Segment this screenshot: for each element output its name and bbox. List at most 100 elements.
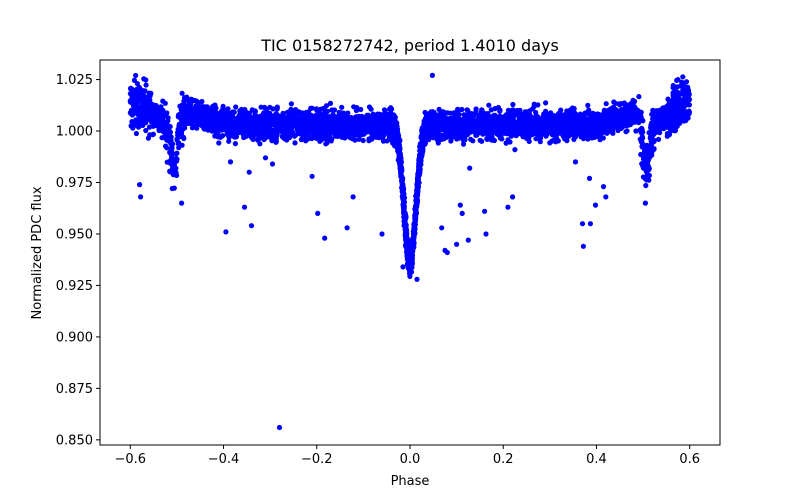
data-point bbox=[683, 117, 689, 124]
data-point bbox=[459, 106, 465, 113]
data-point bbox=[129, 96, 135, 102]
data-point bbox=[505, 107, 511, 113]
data-point bbox=[288, 101, 294, 107]
data-point bbox=[368, 129, 374, 135]
data-point bbox=[175, 132, 181, 138]
data-point bbox=[435, 140, 441, 146]
data-point bbox=[329, 123, 335, 130]
data-point bbox=[188, 106, 194, 113]
data-point bbox=[364, 128, 370, 134]
data-points bbox=[127, 72, 693, 431]
data-point bbox=[191, 114, 197, 120]
data-point bbox=[617, 118, 624, 125]
data-point bbox=[503, 118, 510, 125]
data-point bbox=[380, 138, 387, 144]
data-point bbox=[328, 114, 334, 120]
data-point bbox=[492, 106, 498, 112]
data-point bbox=[362, 119, 368, 125]
data-point bbox=[299, 127, 305, 134]
data-point bbox=[294, 127, 301, 133]
data-point bbox=[308, 114, 314, 120]
data-point bbox=[530, 130, 536, 136]
data-point bbox=[167, 129, 173, 136]
data-point bbox=[444, 122, 450, 128]
data-point bbox=[484, 129, 491, 135]
data-point bbox=[210, 115, 216, 121]
data-point bbox=[356, 116, 362, 122]
data-point bbox=[232, 141, 238, 147]
data-point bbox=[344, 130, 350, 137]
data-point bbox=[304, 123, 310, 129]
data-point bbox=[674, 116, 680, 122]
data-point bbox=[680, 86, 686, 92]
data-point bbox=[380, 112, 386, 118]
data-point bbox=[461, 112, 467, 118]
data-point bbox=[568, 131, 574, 138]
data-point bbox=[668, 104, 674, 110]
data-point bbox=[543, 100, 549, 106]
data-point bbox=[317, 132, 323, 138]
data-point bbox=[677, 91, 683, 97]
data-point bbox=[140, 119, 146, 125]
data-point bbox=[681, 101, 687, 107]
data-point bbox=[137, 112, 143, 119]
data-point bbox=[173, 157, 179, 163]
data-point bbox=[315, 124, 321, 130]
data-point bbox=[283, 129, 289, 135]
data-point bbox=[416, 166, 422, 172]
data-point bbox=[585, 102, 591, 108]
data-point bbox=[468, 126, 474, 133]
data-point bbox=[192, 104, 198, 110]
data-point bbox=[543, 133, 549, 139]
data-point bbox=[664, 123, 670, 129]
data-point bbox=[235, 116, 241, 122]
data-point bbox=[337, 127, 343, 133]
data-point bbox=[252, 128, 258, 134]
data-point bbox=[185, 120, 191, 126]
data-point bbox=[498, 131, 504, 137]
data-point bbox=[543, 125, 549, 131]
data-point bbox=[228, 130, 234, 136]
data-point bbox=[135, 124, 142, 130]
data-point bbox=[127, 110, 133, 116]
data-point bbox=[473, 110, 479, 116]
data-point bbox=[337, 118, 343, 124]
data-point bbox=[260, 123, 266, 130]
data-point bbox=[650, 132, 657, 138]
data-point bbox=[451, 133, 457, 139]
data-point bbox=[664, 131, 671, 137]
data-point bbox=[195, 119, 201, 125]
data-point bbox=[479, 107, 485, 113]
data-point bbox=[135, 118, 141, 124]
data-point bbox=[582, 127, 589, 133]
data-point bbox=[559, 120, 565, 126]
data-point bbox=[229, 111, 235, 117]
data-point bbox=[305, 128, 311, 134]
data-point bbox=[617, 102, 623, 108]
data-point bbox=[356, 136, 362, 142]
data-point bbox=[640, 142, 646, 148]
data-point bbox=[604, 114, 610, 120]
data-point bbox=[487, 113, 493, 119]
data-point bbox=[640, 129, 646, 135]
data-point bbox=[675, 77, 681, 83]
data-point bbox=[146, 124, 153, 130]
data-point bbox=[212, 120, 218, 126]
data-point bbox=[388, 105, 394, 111]
data-point bbox=[474, 118, 480, 124]
data-point bbox=[208, 110, 214, 116]
data-point bbox=[603, 101, 609, 107]
data-point bbox=[261, 104, 267, 110]
data-point bbox=[683, 109, 689, 115]
data-point bbox=[154, 118, 160, 124]
data-point bbox=[310, 130, 316, 136]
data-point bbox=[128, 85, 134, 91]
data-point bbox=[595, 127, 601, 134]
data-point bbox=[134, 86, 140, 92]
data-point bbox=[226, 134, 232, 141]
data-point bbox=[169, 160, 175, 167]
data-point bbox=[133, 130, 139, 137]
data-point bbox=[242, 106, 248, 113]
data-point bbox=[467, 111, 474, 117]
